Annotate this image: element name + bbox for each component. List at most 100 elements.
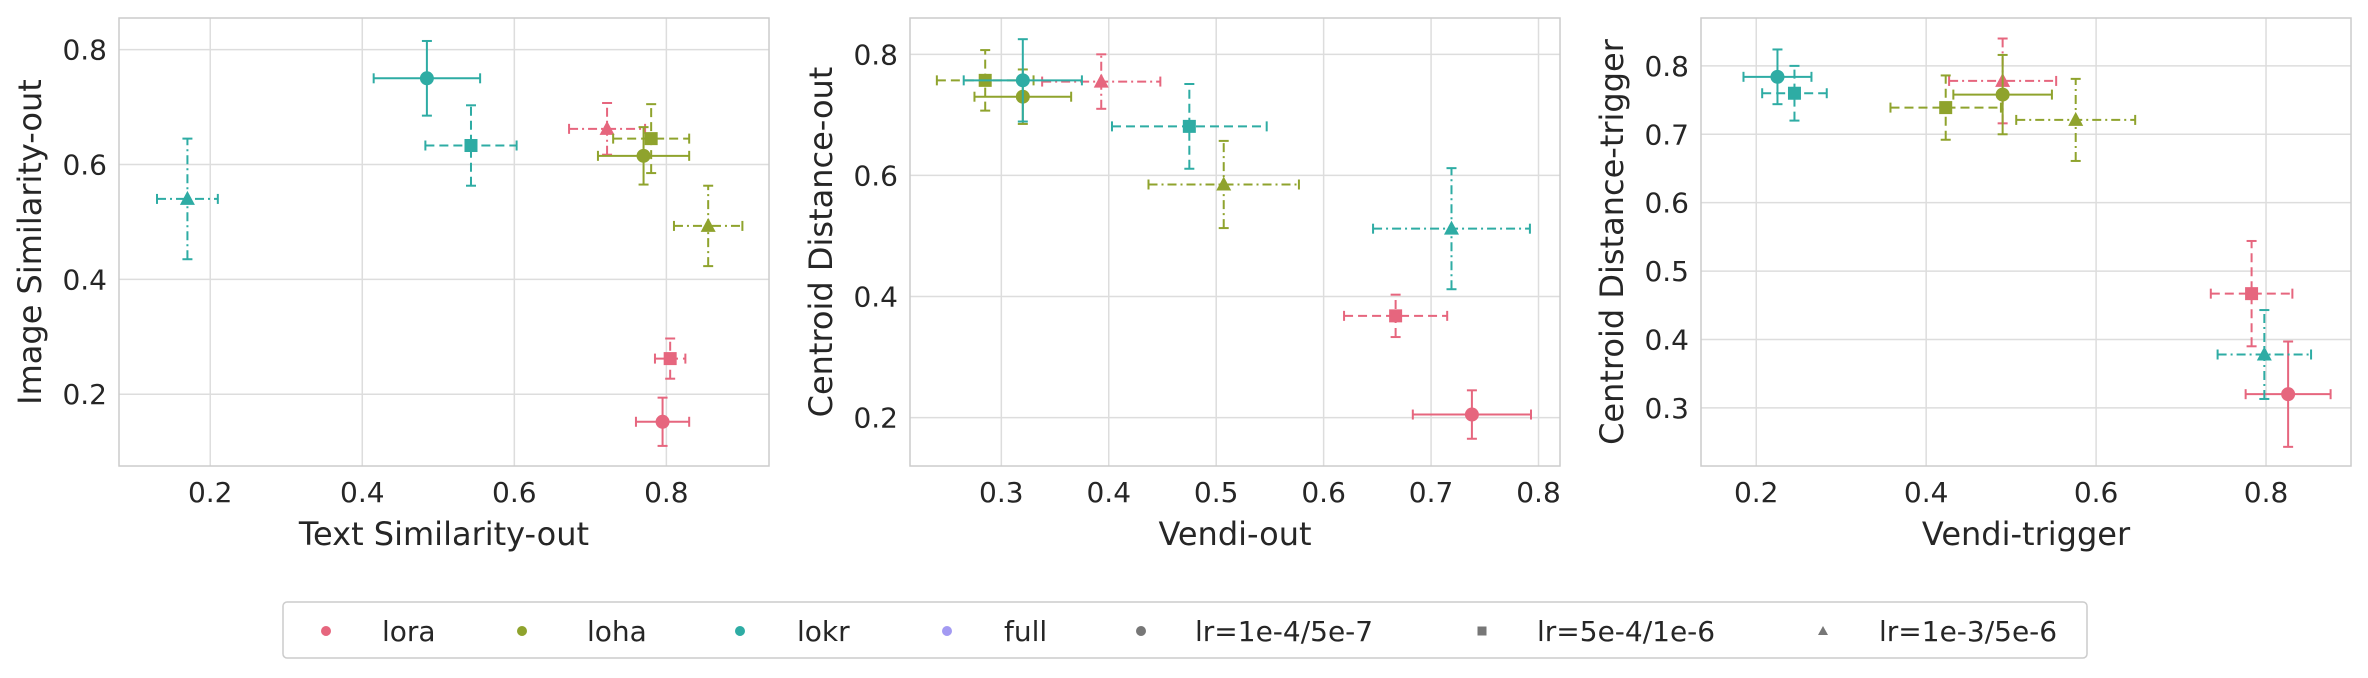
legend-label: lr=1e-4/5e-7 xyxy=(1195,615,1373,648)
legend-marker-circle xyxy=(735,626,745,636)
legend-item: lokr xyxy=(735,615,850,648)
y-tick-label: 0.3 xyxy=(1644,392,1689,425)
axes-frame xyxy=(1700,17,2352,467)
marker-square xyxy=(1389,309,1403,323)
y-axis-label: Centroid Distance-out xyxy=(802,67,840,418)
marker-triangle xyxy=(2256,346,2272,361)
x-tick-label: 0.6 xyxy=(2074,476,2119,509)
legend-item: lr=5e-4/1e-6 xyxy=(1477,615,1715,648)
marker-triangle xyxy=(2068,111,2084,126)
legend-label: full xyxy=(1004,615,1047,648)
x-tick-label: 0.4 xyxy=(1904,476,1949,509)
marker-triangle xyxy=(700,217,716,232)
data-point-lokr xyxy=(2216,309,2313,400)
marker-triangle xyxy=(1093,73,1109,88)
y-tick-label: 0.6 xyxy=(62,148,107,181)
marker-square xyxy=(2245,287,2259,301)
y-tick-label: 0.4 xyxy=(62,263,107,296)
x-tick-label: 0.5 xyxy=(1194,476,1239,509)
x-tick-label: 0.8 xyxy=(1516,476,1561,509)
legend: lora loha lokr full lr=1e-4/5e-7 lr=5e-4/1e-6… xyxy=(282,601,2088,659)
legend-label: lr=1e-3/5e-6 xyxy=(1879,615,2057,648)
marker-square xyxy=(464,139,478,153)
data-point-loha xyxy=(1147,139,1300,230)
y-tick-label: 0.8 xyxy=(1644,50,1689,83)
data-point-lokr xyxy=(1761,64,1828,122)
x-tick-label: 0.2 xyxy=(1734,476,1779,509)
marker-circle xyxy=(655,414,670,429)
data-point-loha xyxy=(672,184,744,268)
data-point-lora xyxy=(1041,53,1162,110)
marker-circle xyxy=(1995,87,2010,102)
data-point-loha xyxy=(1889,74,2002,141)
marker-circle xyxy=(636,148,651,163)
y-tick-label: 0.2 xyxy=(62,378,107,411)
legend-marker-square xyxy=(1477,626,1487,636)
legend-label: loha xyxy=(587,615,647,648)
marker-square xyxy=(644,132,658,146)
marker-circle xyxy=(1015,73,1030,88)
data-point-loha xyxy=(612,103,691,175)
y-tick-label: 0.2 xyxy=(853,402,898,435)
plot-area xyxy=(910,18,1560,466)
legend-item: full xyxy=(942,615,1047,648)
data-point-lora xyxy=(2244,340,2332,448)
legend-frame xyxy=(282,601,2088,659)
data-point-lokr xyxy=(1110,82,1268,170)
chart-panel-1: 0.2 0.4 0.6 0.8 0.2 0.4 0.6 0.8 Text Similarity-… xyxy=(11,17,770,553)
legend-item: lr=1e-3/5e-6 xyxy=(1818,615,2057,648)
legend-label: lora xyxy=(382,615,436,648)
marker-square xyxy=(1787,86,1801,100)
x-tick-label: 0.4 xyxy=(1086,476,1131,509)
legend-item: lora xyxy=(321,615,436,648)
data-point-lora xyxy=(1411,389,1532,440)
data-point-lokr xyxy=(156,137,219,261)
x-tick-label: 0.6 xyxy=(492,476,537,509)
data-point-lora xyxy=(634,396,691,447)
data-point-lokr xyxy=(962,38,1083,123)
data-point-loha xyxy=(2015,77,2137,162)
y-tick-label: 0.6 xyxy=(1644,187,1689,220)
legend-item: loha xyxy=(517,615,647,648)
marker-triangle xyxy=(599,120,615,135)
marker-circle xyxy=(1464,407,1479,422)
data-point-lokr xyxy=(372,39,482,117)
legend-marker-circle xyxy=(517,626,527,636)
y-tick-label: 0.4 xyxy=(853,280,898,313)
marker-circle xyxy=(1770,69,1785,84)
legend-item: lr=1e-4/5e-7 xyxy=(1136,615,1373,648)
x-axis-label: Text Similarity-out xyxy=(298,515,589,553)
x-tick-label: 0.8 xyxy=(644,476,689,509)
y-axis-label: Image Similarity-out xyxy=(11,79,49,405)
axes-frame xyxy=(118,17,770,467)
plot-area xyxy=(119,18,769,466)
data-point-lokr xyxy=(1372,167,1531,291)
legend-marker-circle xyxy=(321,626,331,636)
data-point-lokr xyxy=(424,104,518,187)
marker-triangle xyxy=(1443,220,1459,235)
data-point-lokr xyxy=(1742,48,1813,106)
y-tick-label: 0.8 xyxy=(62,34,107,67)
x-tick-label: 0.4 xyxy=(340,476,385,509)
y-tick-label: 0.4 xyxy=(1644,323,1689,356)
marker-square xyxy=(1182,119,1196,133)
y-axis-label: Centroid Distance-trigger xyxy=(1593,38,1631,445)
y-tick-label: 0.8 xyxy=(853,38,898,71)
data-point-lora xyxy=(1343,293,1449,339)
y-tick-label: 0.7 xyxy=(1644,118,1689,151)
x-tick-label: 0.2 xyxy=(188,476,233,509)
x-tick-label: 0.3 xyxy=(979,476,1024,509)
data-point-lora xyxy=(568,102,647,156)
marker-triangle xyxy=(179,190,195,205)
axes-frame xyxy=(909,17,1561,467)
chart-panel-3: 0.2 0.4 0.6 0.8 0.3 0.4 0.5 0.6 0.7 0.8 Vendi-trig… xyxy=(1593,17,2352,553)
chart-panel-2: 0.3 0.4 0.5 0.6 0.7 0.8 0.2 0.4 0.6 0.8 Vendi-out C… xyxy=(802,17,1561,553)
plot-area xyxy=(1701,18,2351,466)
legend-label: lokr xyxy=(797,615,850,648)
marker-circle xyxy=(419,71,434,86)
x-tick-label: 0.6 xyxy=(1301,476,1346,509)
legend-label: lr=5e-4/1e-6 xyxy=(1537,615,1715,648)
y-tick-label: 0.5 xyxy=(1644,255,1689,288)
legend-marker-triangle xyxy=(1818,626,1828,635)
data-point-loha xyxy=(1952,53,2053,136)
